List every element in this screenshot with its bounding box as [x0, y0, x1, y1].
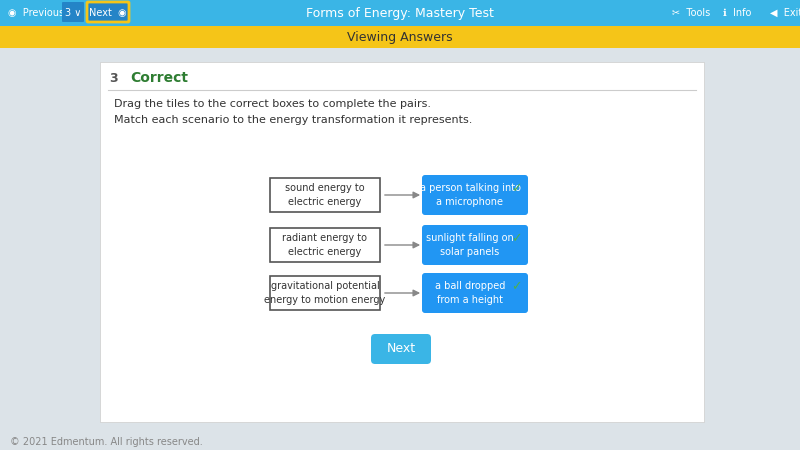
Text: ◀  Exit: ◀ Exit — [770, 8, 800, 18]
FancyBboxPatch shape — [270, 228, 380, 262]
FancyBboxPatch shape — [0, 26, 800, 48]
FancyBboxPatch shape — [422, 273, 528, 313]
FancyBboxPatch shape — [270, 276, 380, 310]
FancyBboxPatch shape — [270, 178, 380, 212]
Text: ✓: ✓ — [511, 182, 522, 195]
Text: ✓: ✓ — [511, 232, 522, 245]
Text: a person talking into
a microphone: a person talking into a microphone — [419, 184, 521, 207]
Text: © 2021 Edmentum. All rights reserved.: © 2021 Edmentum. All rights reserved. — [10, 437, 202, 447]
Text: ✓: ✓ — [511, 280, 522, 293]
Text: 3: 3 — [110, 72, 118, 85]
Text: a ball dropped
from a height: a ball dropped from a height — [435, 281, 505, 305]
Text: Next  ◉: Next ◉ — [89, 8, 127, 18]
Text: gravitational potential
energy to motion energy: gravitational potential energy to motion… — [264, 281, 386, 305]
Text: Next: Next — [386, 342, 415, 356]
Text: Match each scenario to the energy transformation it represents.: Match each scenario to the energy transf… — [114, 115, 472, 125]
FancyBboxPatch shape — [62, 2, 84, 22]
Text: ◉  Previous: ◉ Previous — [8, 8, 64, 18]
Text: Viewing Answers: Viewing Answers — [347, 31, 453, 44]
Text: 3 ∨: 3 ∨ — [65, 8, 81, 18]
Text: sunlight falling on
solar panels: sunlight falling on solar panels — [426, 234, 514, 256]
FancyBboxPatch shape — [422, 175, 528, 215]
Text: ✂  Tools: ✂ Tools — [672, 8, 710, 18]
FancyBboxPatch shape — [422, 225, 528, 265]
Text: Drag the tiles to the correct boxes to complete the pairs.: Drag the tiles to the correct boxes to c… — [114, 99, 431, 109]
FancyBboxPatch shape — [87, 2, 129, 22]
FancyBboxPatch shape — [0, 0, 800, 26]
Text: Correct: Correct — [130, 71, 188, 85]
FancyBboxPatch shape — [371, 334, 431, 364]
Text: radiant energy to
electric energy: radiant energy to electric energy — [282, 234, 367, 256]
Text: ℹ  Info: ℹ Info — [723, 8, 751, 18]
Text: sound energy to
electric energy: sound energy to electric energy — [285, 184, 365, 207]
FancyBboxPatch shape — [100, 62, 704, 422]
Text: Forms of Energy: Mastery Test: Forms of Energy: Mastery Test — [306, 6, 494, 19]
